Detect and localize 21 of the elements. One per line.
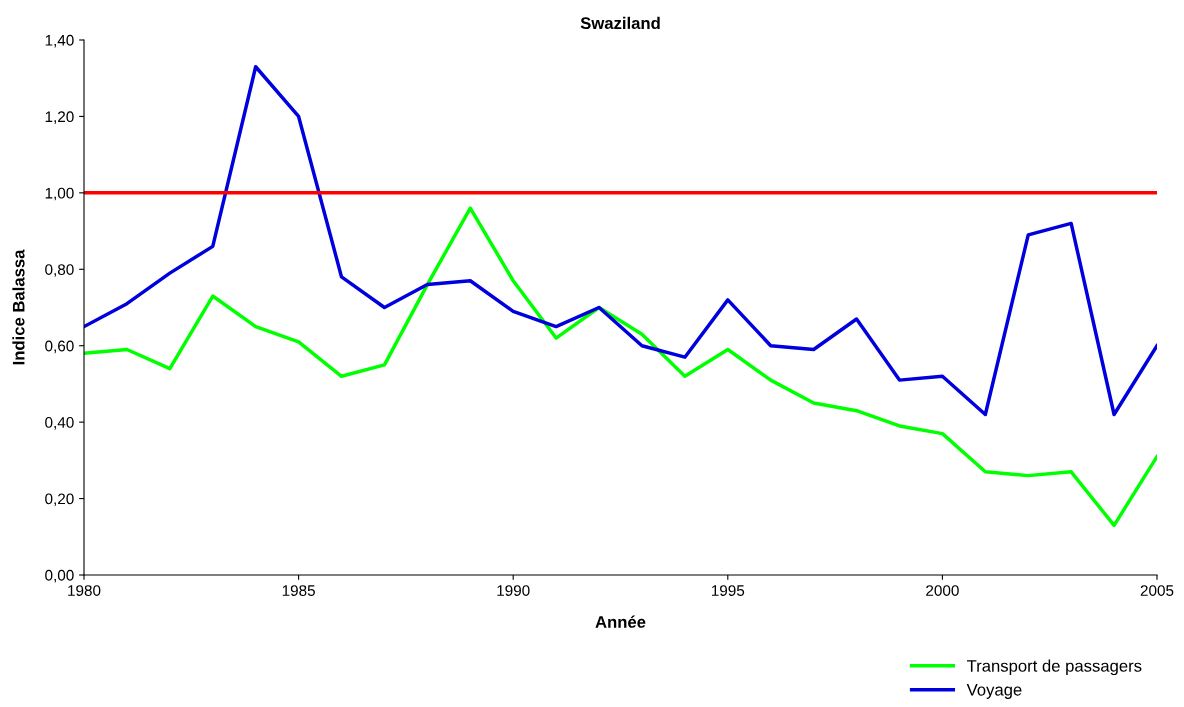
y-tick-label: 1,00: [45, 187, 74, 201]
y-tick-label: 1,40: [45, 34, 74, 48]
legend-label: Transport de passagers: [967, 659, 1142, 676]
x-axis-title: Année: [595, 615, 646, 628]
chart-title: Swaziland: [580, 16, 660, 30]
x-tick-label: 1980: [68, 585, 101, 596]
legend-label: Voyage: [966, 684, 1022, 699]
x-tick-label: 2000: [926, 585, 959, 596]
y-tick-label: 0,80: [45, 264, 74, 277]
line-series: [84, 65, 1157, 417]
x-tick-label: 1995: [711, 585, 745, 596]
y-tick-label: 1,20: [45, 111, 74, 124]
x-tick-label: 2005: [1140, 585, 1174, 596]
y-axis-title: Indice Balassa: [12, 249, 25, 365]
x-tick-label: 1985: [282, 585, 315, 596]
y-tick-label: 0,20: [45, 493, 74, 507]
line-series: [84, 206, 1157, 528]
y-tick-label: 0,60: [45, 340, 74, 354]
x-tick-label: 1990: [497, 585, 530, 596]
y-tick-label: 0,40: [45, 417, 74, 430]
y-tick-label: 0,00: [45, 569, 74, 583]
